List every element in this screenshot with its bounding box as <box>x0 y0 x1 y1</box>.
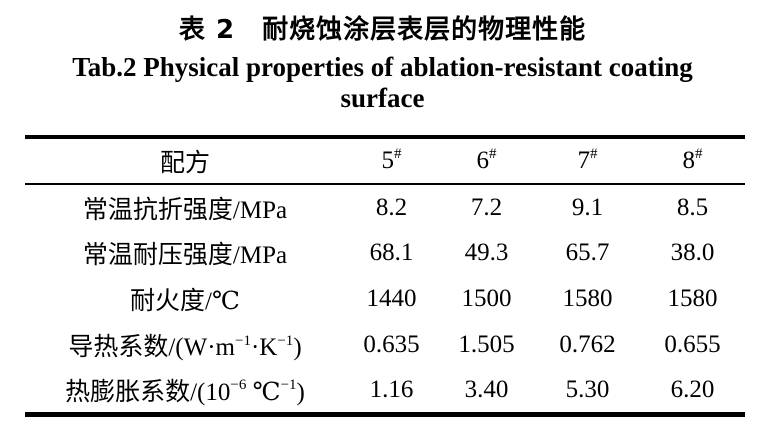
column-header-5: 5# <box>345 137 438 184</box>
column-header-base: 5 <box>381 147 395 174</box>
table-cell: 7.2 <box>470 193 503 221</box>
table-row-thermal-expansion: 热膨胀系数/(10−6 ℃−1) 1.16 3.40 5.30 6.20 <box>25 368 745 414</box>
properties-table: 配方 5# 6# 7# 8# 常温抗折强度/MPa 8.2 7.2 9.1 8.… <box>25 135 745 417</box>
column-header-6: 6# <box>438 137 535 184</box>
table-cell: 38.0 <box>670 239 715 266</box>
row-label: 常温耐压强度/MPa <box>82 242 288 269</box>
label-text: 热膨胀系数/(10 <box>65 378 231 406</box>
table-cell: 1500 <box>461 285 512 312</box>
table-row-flexural-strength: 常温抗折强度/MPa 8.2 7.2 9.1 8.5 <box>25 184 745 230</box>
row-label: 热膨胀系数/(10−6 ℃−1) <box>25 368 345 414</box>
table-cell: 3.40 <box>464 375 509 403</box>
header-row: 配方 5# 6# 7# 8# <box>25 137 745 184</box>
column-header-base: 8 <box>682 147 696 174</box>
table-row-thermal-conductivity: 导热系数/(W·m−1·K−1) 0.635 1.505 0.762 0.655 <box>25 322 745 368</box>
table-cell: 8.5 <box>676 193 709 221</box>
table-title-chinese: 表 2 耐烧蚀涂层表层的物理性能 <box>178 15 587 45</box>
column-header-7: 7# <box>535 137 640 184</box>
label-text: ) <box>296 378 305 406</box>
column-header-sup: # <box>394 145 402 162</box>
table-cell: 1440 <box>366 285 417 312</box>
table-row-refractoriness: 耐火度/℃ 1440 1500 1580 1580 <box>25 276 745 322</box>
table-cell: 1.505 <box>458 331 515 358</box>
table-title-english-line1: Tab.2 Physical properties of ablation-re… <box>72 52 693 82</box>
row-label: 耐火度/℃ <box>130 288 240 315</box>
table-title-english-line2: surface <box>340 83 425 113</box>
column-header-sup: # <box>590 145 598 162</box>
header-label: 配方 <box>159 150 210 177</box>
label-sup: −1 <box>234 332 251 349</box>
table-cell: 68.1 <box>369 239 414 266</box>
table-title-english: Tab.2 Physical properties of ablation-re… <box>0 52 765 114</box>
table-cell: 1580 <box>562 285 613 312</box>
label-sup: −1 <box>277 332 294 349</box>
table-cell: 1580 <box>667 285 718 312</box>
table-cell: 65.7 <box>565 239 610 266</box>
label-text: ·K <box>250 334 278 361</box>
label-text: ) <box>293 334 302 361</box>
table-cell: 1.16 <box>369 375 414 403</box>
table-cell: 49.3 <box>464 239 509 266</box>
label-text: ℃ <box>246 378 281 406</box>
column-header-sup: # <box>695 145 703 162</box>
table-row-compressive-strength: 常温耐压强度/MPa 68.1 49.3 65.7 38.0 <box>25 230 745 276</box>
label-text: 导热系数/(W·m <box>68 334 235 361</box>
column-header-base: 7 <box>577 147 591 174</box>
row-label: 常温抗折强度/MPa <box>82 196 288 224</box>
table-cell: 0.655 <box>664 331 721 358</box>
row-label: 导热系数/(W·m−1·K−1) <box>25 322 345 368</box>
table-cell: 0.762 <box>559 331 616 358</box>
column-header-8: 8# <box>640 137 745 184</box>
label-sup: −6 <box>230 377 247 394</box>
table-cell: 6.20 <box>670 375 715 403</box>
table-cell: 8.2 <box>375 193 408 221</box>
column-header-sup: # <box>489 145 497 162</box>
label-sup: −1 <box>280 377 297 394</box>
column-header-base: 6 <box>476 147 490 174</box>
table-cell: 5.30 <box>565 375 610 403</box>
table-cell: 9.1 <box>571 193 604 221</box>
table-cell: 0.635 <box>363 331 420 358</box>
